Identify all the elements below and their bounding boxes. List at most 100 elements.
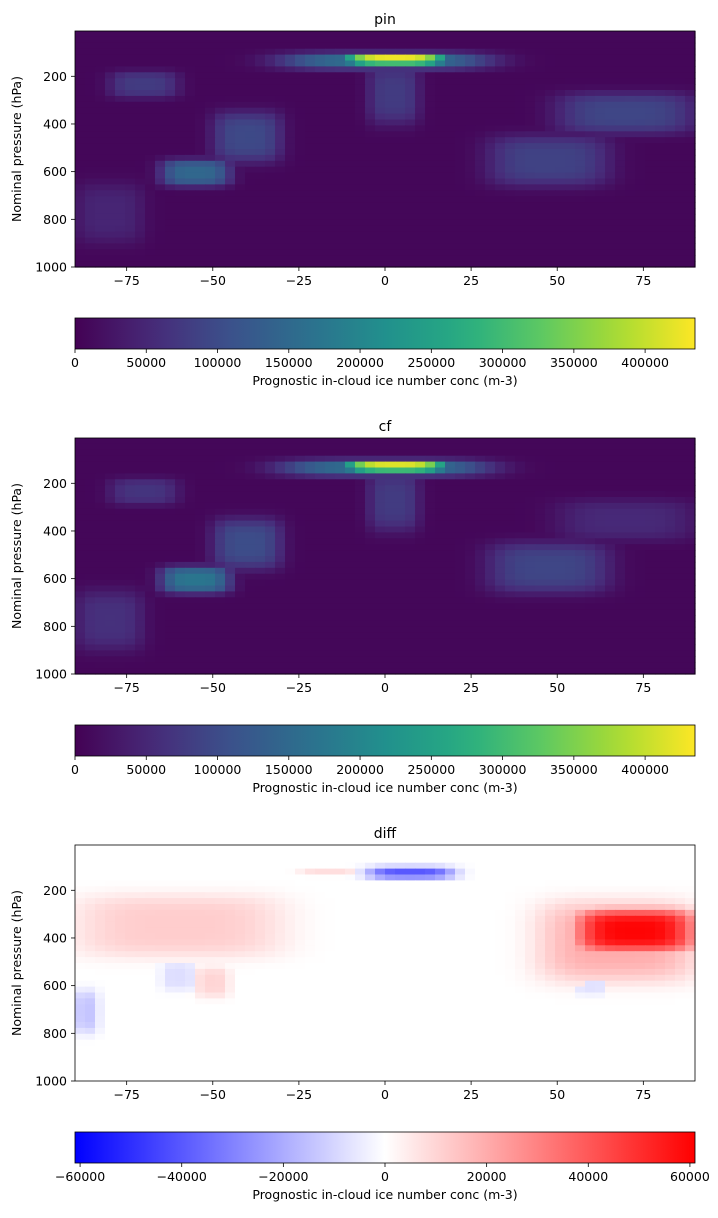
heatmap-cell (675, 532, 686, 539)
heatmap-cell (455, 615, 466, 622)
heatmap-cell (205, 485, 216, 492)
heatmap-cell (445, 208, 456, 215)
heatmap-cell (685, 626, 696, 634)
heatmap-cell (565, 508, 576, 516)
heatmap-cell (535, 508, 546, 516)
heatmap-cell (595, 208, 606, 215)
heatmap-cell (425, 597, 436, 604)
heatmap-cell (435, 95, 446, 103)
heatmap-cell (515, 508, 526, 516)
heatmap-cell (165, 626, 176, 634)
heatmap-cell (575, 131, 586, 138)
heatmap-cell (515, 243, 526, 250)
heatmap-cell (485, 662, 496, 669)
heatmap-cell (285, 54, 296, 62)
heatmap-cell (235, 125, 246, 132)
heatmap-cell (435, 502, 446, 510)
heatmap-cell (295, 172, 306, 180)
heatmap-cell (275, 544, 286, 551)
heatmap-cell (105, 90, 116, 97)
heatmap-cell (585, 491, 596, 498)
heatmap-cell (485, 243, 496, 250)
heatmap-cell (595, 609, 606, 616)
heatmap-cell (155, 650, 166, 657)
heatmap-cell (675, 615, 686, 622)
heatmap-cell (575, 137, 586, 144)
heatmap-cell (225, 620, 236, 628)
heatmap-cell (495, 202, 506, 209)
heatmap-cell (665, 449, 676, 457)
heatmap-cell (595, 31, 606, 38)
heatmap-cell (395, 190, 406, 197)
heatmap-cell (285, 449, 296, 457)
heatmap-cell (385, 261, 396, 268)
heatmap-cell (345, 603, 356, 610)
heatmap-cell (495, 573, 506, 581)
heatmap-cell (145, 550, 156, 557)
heatmap-cell (505, 95, 516, 103)
heatmap-cell (135, 213, 146, 221)
heatmap-cell (535, 36, 546, 44)
heatmap-cell (175, 208, 186, 215)
heatmap-cell (105, 237, 116, 244)
heatmap-cell (655, 101, 666, 109)
heatmap-cell (135, 101, 146, 109)
heatmap-cell (115, 485, 126, 492)
heatmap-cell (105, 131, 116, 138)
heatmap-cell (195, 243, 206, 250)
heatmap-cell (75, 609, 86, 616)
heatmap-cell (355, 632, 366, 640)
heatmap-cell (135, 90, 146, 97)
heatmap-cell (375, 650, 386, 657)
heatmap-cell (335, 609, 346, 616)
heatmap-cell (295, 650, 306, 657)
heatmap-cell (635, 54, 646, 62)
heatmap-cell (585, 119, 596, 126)
heatmap-cell (105, 638, 116, 646)
heatmap-cell (585, 48, 596, 56)
heatmap-cell (295, 113, 306, 121)
heatmap-cell (565, 190, 576, 197)
heatmap-cell (615, 591, 626, 598)
heatmap-cell (365, 485, 376, 492)
heatmap-cell (235, 84, 246, 91)
heatmap-cell (285, 491, 296, 498)
heatmap-cell (125, 455, 136, 463)
heatmap-cell (275, 31, 286, 38)
heatmap-cell (385, 178, 396, 185)
heatmap-cell (105, 632, 116, 640)
heatmap-cell (145, 449, 156, 457)
y-tick-label: 600 (43, 164, 67, 179)
heatmap-cell (645, 532, 656, 539)
heatmap-cell (215, 449, 226, 457)
heatmap-cell (85, 125, 96, 132)
heatmap-cell (575, 54, 586, 62)
heatmap-cell (185, 609, 196, 616)
heatmap-cell (305, 231, 316, 239)
heatmap-cell (455, 662, 466, 669)
heatmap-cell (345, 668, 356, 675)
heatmap-cell (355, 60, 366, 67)
heatmap-cell (675, 166, 686, 174)
heatmap-cell (295, 443, 306, 451)
heatmap-cell (445, 243, 456, 250)
heatmap-cell (405, 249, 416, 256)
heatmap-cell (315, 249, 326, 256)
heatmap-cell (665, 119, 676, 126)
heatmap-cell (285, 119, 296, 126)
heatmap-cell (485, 591, 496, 598)
heatmap-cell (525, 491, 536, 498)
heatmap-cell (165, 231, 176, 239)
heatmap-cell (485, 255, 496, 262)
heatmap-cell (315, 143, 326, 150)
heatmap-cell (325, 443, 336, 451)
heatmap-cell (225, 520, 236, 528)
heatmap-cell (95, 491, 106, 498)
heatmap-cell (215, 78, 226, 85)
heatmap-cell (235, 255, 246, 262)
heatmap-cell (495, 166, 506, 174)
heatmap-cell (545, 184, 556, 191)
heatmap-cell (555, 632, 566, 640)
heatmap-cell (195, 497, 206, 504)
heatmap-cell (565, 526, 576, 533)
